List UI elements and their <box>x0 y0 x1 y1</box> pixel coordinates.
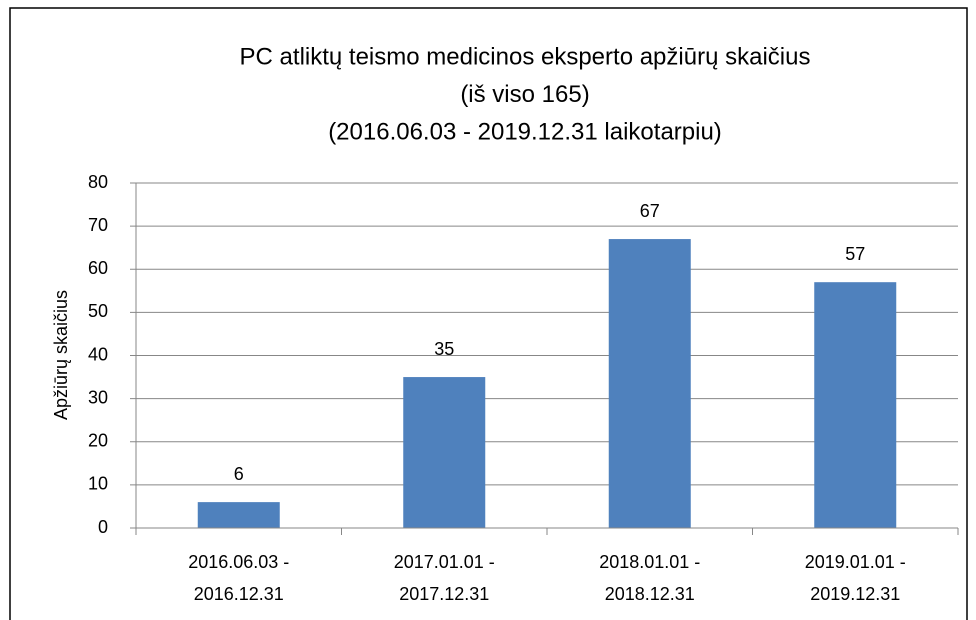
y-tick-label: 70 <box>88 215 108 235</box>
bar <box>814 282 897 528</box>
y-tick-label: 30 <box>88 387 108 407</box>
chart-title: PC atliktų teismo medicinos eksperto apž… <box>240 43 811 70</box>
y-tick-label: 0 <box>98 517 108 537</box>
chart-title: (2016.06.03 - 2019.12.31 laikotarpiu) <box>328 118 722 145</box>
x-tick-label: 2019.01.01 -2019.12.31 <box>805 552 906 604</box>
data-label: 57 <box>845 244 865 264</box>
chart-border <box>9 7 968 620</box>
bar <box>197 502 280 528</box>
data-label: 35 <box>434 339 454 359</box>
data-label: 67 <box>640 201 660 221</box>
x-tick-label: 2017.01.01 -2017.12.31 <box>394 552 495 604</box>
chart-title: (iš viso 165) <box>460 81 589 108</box>
x-tick-label: 2016.06.03 -2016.12.31 <box>188 552 289 604</box>
y-tick-label: 60 <box>88 258 108 278</box>
y-tick-label: 20 <box>88 431 108 451</box>
data-label: 6 <box>234 464 244 484</box>
y-tick-label: 50 <box>88 301 108 321</box>
bar <box>608 239 691 528</box>
x-tick-label: 2018.01.01 -2018.12.31 <box>599 552 700 604</box>
y-tick-label: 80 <box>88 172 108 192</box>
bar <box>403 377 486 528</box>
y-tick-label: 10 <box>88 474 108 494</box>
y-tick-label: 40 <box>88 344 108 364</box>
y-axis-label: Apžiūrų skaičius <box>51 290 71 420</box>
